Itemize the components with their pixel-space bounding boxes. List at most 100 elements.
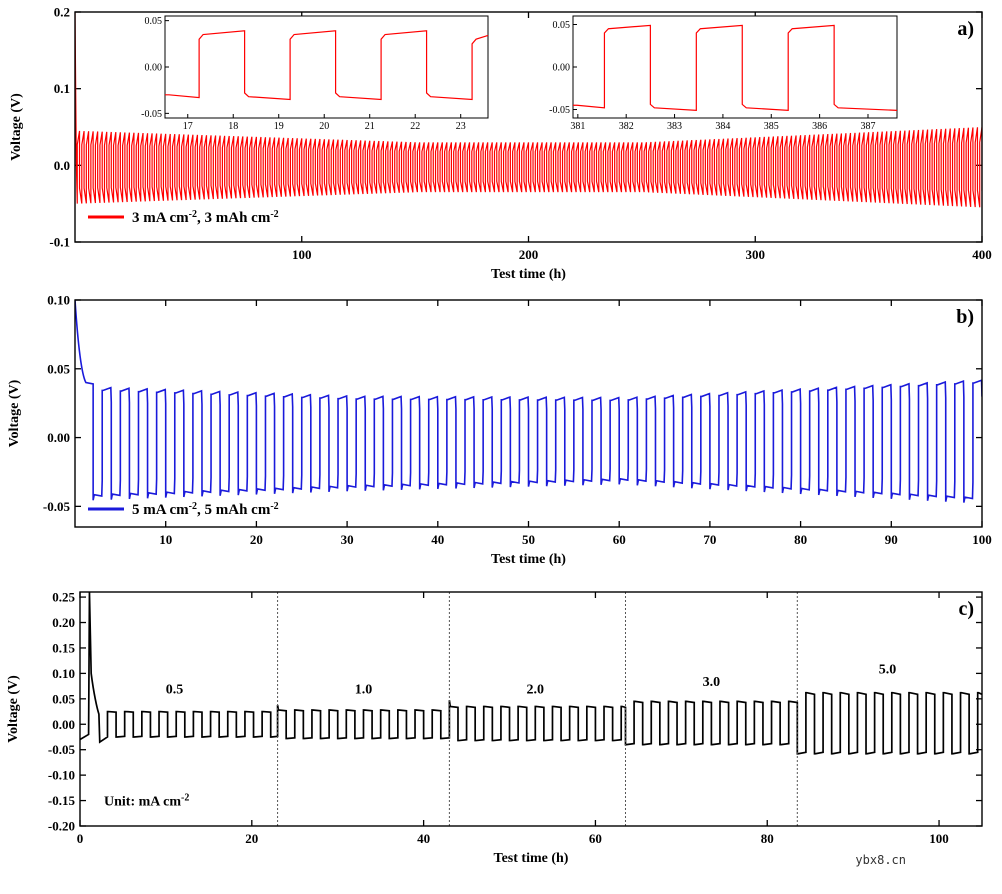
inset-y-tick-label: -0.05 [549, 105, 570, 116]
inset-x-tick-label: 381 [570, 121, 585, 132]
x-tick-label: 60 [613, 532, 626, 547]
x-tick-label: 300 [746, 247, 766, 262]
inset-x-tick-label: 22 [410, 121, 420, 132]
y-tick-label: -0.1 [49, 235, 70, 250]
y-tick-label: 0.2 [54, 5, 70, 20]
unit-label: Unit: mA cm-2 [104, 792, 189, 810]
inset-x-tick-label: 384 [715, 121, 730, 132]
rate-label: 3.0 [703, 675, 721, 690]
inset-x-tick-label: 23 [456, 121, 466, 132]
rate-label: 5.0 [879, 662, 897, 677]
inset-y-tick-label: 0.00 [145, 63, 163, 74]
y-tick-label: 0.15 [52, 640, 75, 655]
inset-x-tick-label: 387 [860, 121, 875, 132]
superscript: -2 [181, 792, 189, 803]
y-tick-label: 0.10 [47, 293, 70, 308]
panel-label: b) [956, 306, 974, 328]
superscript: -2 [189, 209, 197, 220]
superscript: -2 [270, 501, 278, 512]
inset-y-tick-label: -0.05 [141, 109, 162, 120]
inset-x-tick-label: 21 [365, 121, 375, 132]
panel-label: c) [958, 598, 974, 620]
x-tick-label: 0 [77, 831, 84, 846]
panel-label: a) [957, 18, 974, 40]
superscript: -2 [270, 209, 278, 220]
x-tick-label: 40 [431, 532, 444, 547]
x-tick-label: 100 [292, 247, 312, 262]
y-tick-label: 0.10 [52, 666, 75, 681]
superscript: -2 [189, 501, 197, 512]
inset-x-tick-label: 20 [319, 121, 329, 132]
y-tick-label: 0.25 [52, 590, 75, 605]
y-tick-label: 0.05 [47, 361, 70, 376]
x-axis-title: Test time (h) [494, 851, 569, 866]
y-tick-label: -0.10 [48, 768, 75, 783]
y-tick-label: 0.00 [52, 717, 75, 732]
plot-frame [79, 591, 983, 827]
x-tick-label: 100 [929, 831, 949, 846]
y-tick-label: 0.0 [54, 158, 70, 173]
text-span: , 3 mAh cm [197, 210, 271, 226]
inset-x-tick-label: 383 [667, 121, 682, 132]
y-tick-label: 0.1 [54, 81, 70, 96]
rate-label: 0.5 [166, 683, 184, 698]
plot-frame [74, 299, 983, 528]
panel-a: 100 200 300 400 -0.1 0.0 0.1 0.2 Test time (h) Vo… [9, 5, 992, 283]
series-line [80, 592, 982, 755]
inset-series-line [573, 24, 898, 111]
series-line [75, 300, 982, 503]
x-tick-label: 100 [972, 532, 992, 547]
inset-1: 17 18 19 20 21 22 23 -0.05 0.00 0.05 [141, 15, 489, 132]
inset-x-tick-label: 386 [812, 121, 827, 132]
watermark: ybx8.cn [855, 853, 906, 867]
x-tick-label: 80 [794, 532, 807, 547]
inset-series-line [165, 30, 489, 101]
x-tick-label: 60 [589, 831, 602, 846]
y-axis-title: Voltage (V) [6, 675, 21, 743]
x-tick-label: 10 [159, 532, 172, 547]
x-axis-title: Test time (h) [491, 267, 566, 282]
inset-y-tick-label: 0.05 [553, 20, 571, 31]
legend-label: 5 mA cm-2, 5 mAh cm-2 [132, 501, 279, 519]
x-tick-label: 70 [703, 532, 716, 547]
text-span: Unit: mA cm [104, 795, 181, 810]
text-span: 5 mA cm [132, 502, 189, 518]
y-tick-label: 0.00 [47, 430, 70, 445]
inset-x-tick-label: 19 [274, 121, 284, 132]
inset-2: 381 382 383 384 385 386 387 -0.05 0.00 0.05 [549, 15, 898, 132]
y-axis-title: Voltage (V) [7, 379, 22, 447]
x-tick-label: 30 [341, 532, 354, 547]
rate-label: 1.0 [355, 683, 373, 698]
x-tick-label: 20 [245, 831, 258, 846]
inset-x-tick-label: 18 [228, 121, 238, 132]
x-tick-label: 40 [417, 831, 430, 846]
panel-c: 0 20 40 60 80 100 -0.20 -0.15 -0.10 -0.05 0.00 0.05… [6, 590, 983, 866]
x-tick-label: 90 [885, 532, 898, 547]
x-tick-label: 20 [250, 532, 263, 547]
y-tick-label: -0.05 [48, 742, 76, 757]
y-axis-title: Voltage (V) [9, 93, 24, 161]
y-tick-label: -0.05 [43, 499, 71, 514]
y-tick-label: -0.15 [48, 793, 76, 808]
plot-frame [74, 11, 983, 243]
inset-x-tick-label: 385 [764, 121, 779, 132]
panel-b: 10 20 30 40 50 60 70 80 90 100 -0.05 0.00 0.05 0.10 Te… [7, 293, 992, 568]
y-tick-label: -0.20 [48, 819, 75, 834]
text-span: 3 mA cm [132, 210, 189, 226]
series-line [75, 12, 982, 208]
inset-y-tick-label: 0.05 [145, 16, 163, 27]
inset-x-tick-label: 17 [183, 121, 193, 132]
inset-frame [572, 15, 898, 119]
legend-label: 3 mA cm-2, 3 mAh cm-2 [132, 209, 279, 227]
text-span: , 5 mAh cm [197, 502, 271, 518]
inset-x-tick-label: 382 [619, 121, 634, 132]
x-tick-label: 200 [519, 247, 539, 262]
x-tick-label: 400 [972, 247, 992, 262]
y-tick-label: 0.20 [52, 615, 75, 630]
x-axis-title: Test time (h) [491, 552, 566, 567]
inset-y-tick-label: 0.00 [553, 63, 571, 74]
x-tick-label: 50 [522, 532, 535, 547]
x-tick-label: 80 [761, 831, 774, 846]
y-tick-label: 0.05 [52, 691, 75, 706]
